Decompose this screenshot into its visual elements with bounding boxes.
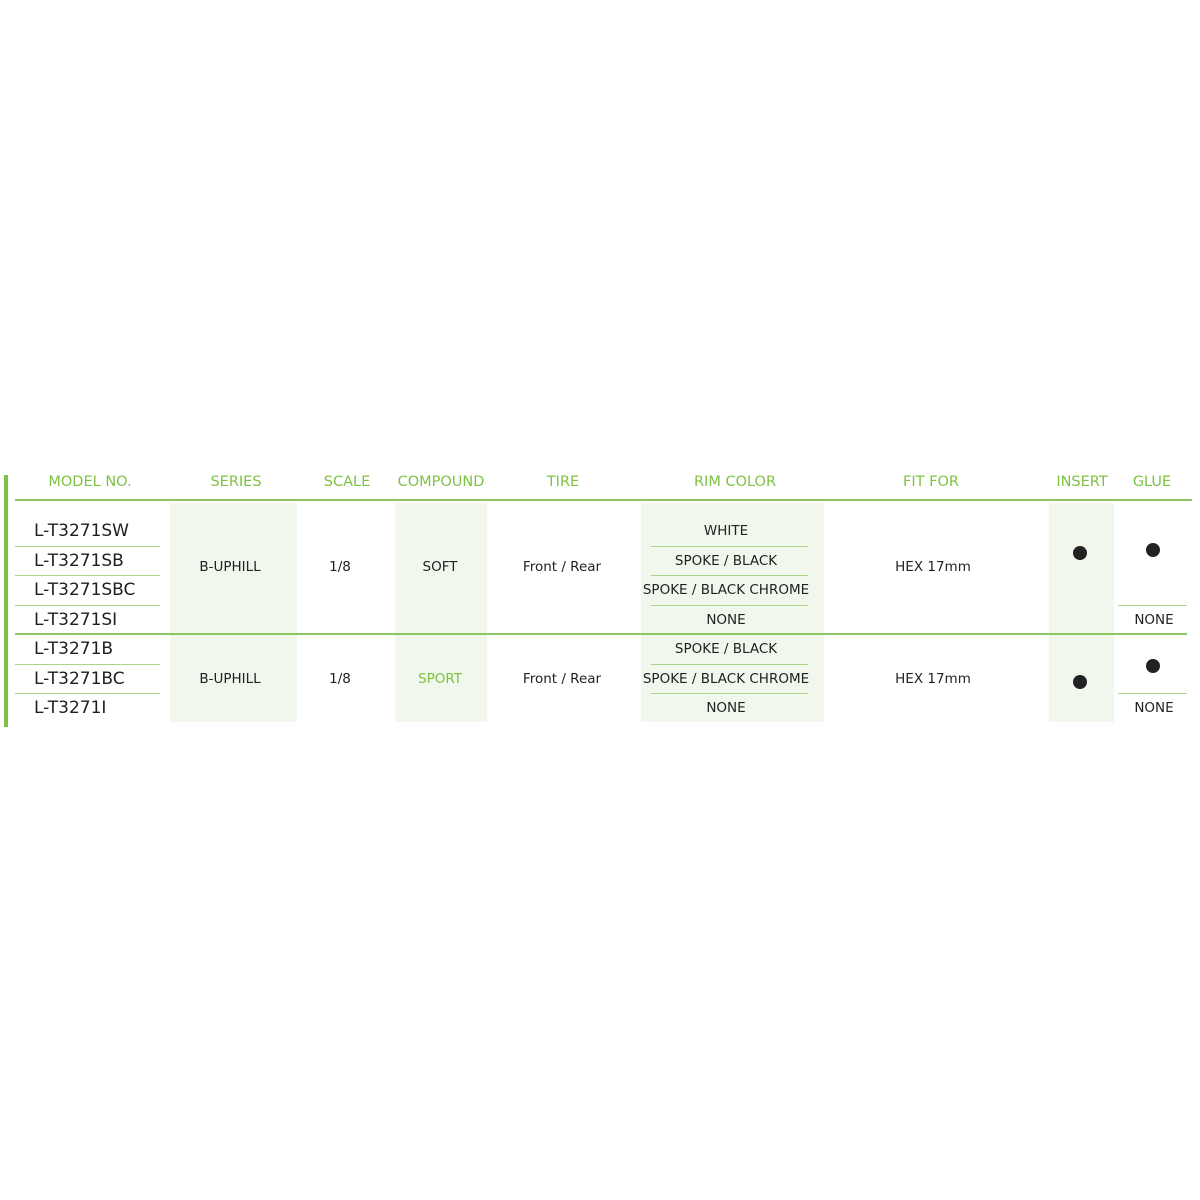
model-number: L-T3271SBC bbox=[34, 580, 136, 600]
rim-band bbox=[641, 503, 824, 722]
model-number: L-T3271B bbox=[34, 639, 114, 659]
row-divider bbox=[1118, 605, 1187, 606]
rim-color: SPOKE / BLACK bbox=[674, 553, 778, 569]
series-value: B-UPHILL bbox=[199, 559, 261, 575]
glue-none: NONE bbox=[1134, 700, 1174, 716]
rim-color: WHITE bbox=[703, 523, 749, 539]
glue-none: NONE bbox=[1134, 612, 1174, 628]
header-scale: SCALE bbox=[323, 474, 371, 490]
rim-color: SPOKE / BLACK CHROME bbox=[642, 671, 810, 687]
row-divider bbox=[651, 605, 808, 606]
rim-color: SPOKE / BLACK CHROME bbox=[642, 582, 810, 598]
tire-value: Front / Rear bbox=[522, 671, 602, 687]
rim-color: NONE bbox=[706, 700, 746, 716]
rim-color: NONE bbox=[706, 612, 746, 628]
left-accent-bar bbox=[4, 475, 8, 727]
header-compound: COMPOUND bbox=[397, 474, 485, 490]
header-rim: RIM COLOR bbox=[693, 474, 777, 490]
insert-band bbox=[1049, 503, 1114, 722]
header-model: MODEL NO. bbox=[48, 474, 132, 490]
row-divider bbox=[15, 605, 160, 606]
header-insert: INSERT bbox=[1056, 474, 1108, 490]
group-divider bbox=[15, 633, 1187, 635]
scale-value: 1/8 bbox=[329, 559, 351, 575]
header-glue: GLUE bbox=[1132, 474, 1172, 490]
model-number: L-T3271SI bbox=[34, 610, 118, 630]
model-number: L-T3271BC bbox=[34, 669, 125, 689]
header-fit: FIT FOR bbox=[903, 474, 959, 490]
model-number: L-T3271I bbox=[34, 698, 107, 718]
glue-dot-icon bbox=[1146, 659, 1160, 673]
compound-value: SPORT bbox=[418, 671, 462, 687]
row-divider bbox=[15, 575, 160, 576]
model-number: L-T3271SB bbox=[34, 551, 124, 571]
row-divider bbox=[15, 664, 160, 665]
insert-dot-icon bbox=[1073, 675, 1087, 689]
rim-color: SPOKE / BLACK bbox=[674, 641, 778, 657]
row-divider bbox=[651, 575, 808, 576]
row-divider bbox=[651, 546, 808, 547]
glue-dot-icon bbox=[1146, 543, 1160, 557]
insert-dot-icon bbox=[1073, 546, 1087, 560]
scale-value: 1/8 bbox=[329, 671, 351, 687]
row-divider bbox=[15, 693, 160, 694]
row-divider bbox=[651, 693, 808, 694]
fit-value: HEX 17mm bbox=[895, 559, 971, 575]
series-band bbox=[170, 503, 297, 722]
row-divider bbox=[15, 546, 160, 547]
compound-band bbox=[395, 503, 487, 722]
header-tire: TIRE bbox=[546, 474, 580, 490]
series-value: B-UPHILL bbox=[199, 671, 261, 687]
row-divider bbox=[651, 664, 808, 665]
compound-value: SOFT bbox=[422, 559, 458, 575]
fit-value: HEX 17mm bbox=[895, 671, 971, 687]
header-series: SERIES bbox=[210, 474, 262, 490]
model-number: L-T3271SW bbox=[34, 521, 129, 541]
row-divider bbox=[1118, 693, 1187, 694]
header-divider bbox=[15, 499, 1192, 501]
tire-value: Front / Rear bbox=[522, 559, 602, 575]
